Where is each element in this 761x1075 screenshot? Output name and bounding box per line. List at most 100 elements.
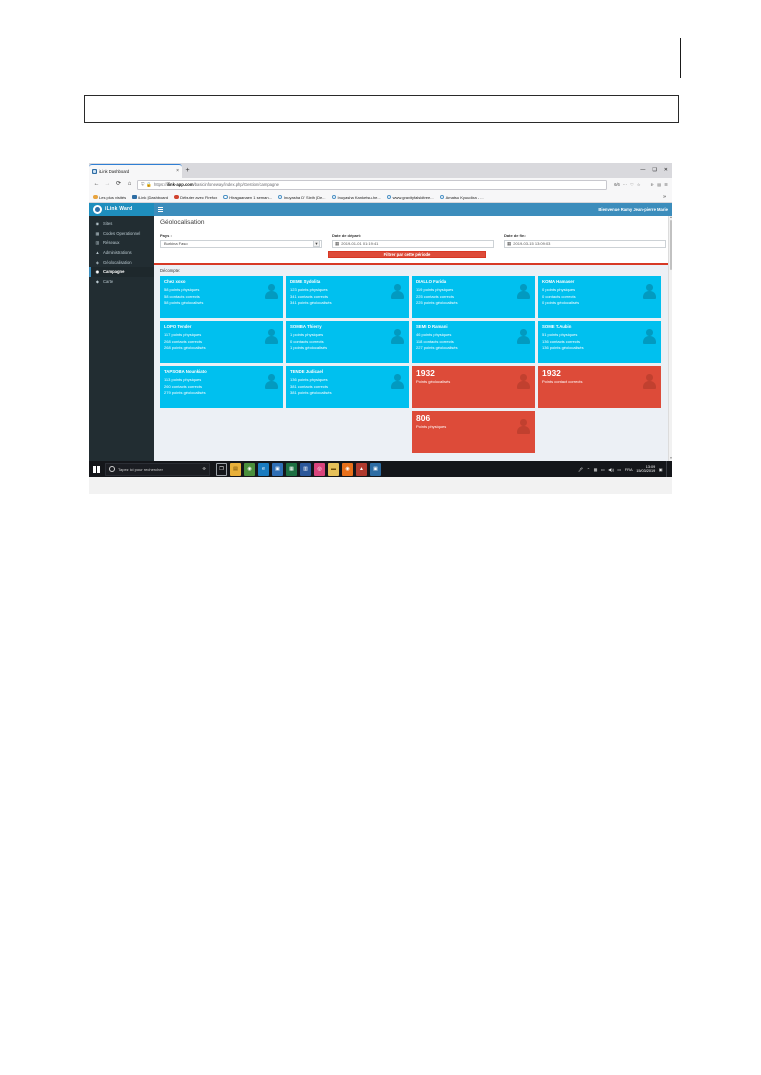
window-close-icon[interactable]: ✕ (663, 166, 668, 173)
chevron-down-icon[interactable]: ▼ (313, 240, 320, 247)
shield-icon[interactable]: ⛨ (141, 182, 145, 188)
winrar-icon[interactable]: ▲ (356, 462, 367, 476)
chrome-icon[interactable]: ◉ (244, 462, 255, 476)
firefox-icon[interactable]: ◉ (342, 462, 353, 476)
user-avatar-icon (391, 374, 404, 390)
sidebar-item-administrations[interactable]: ▲ Administrations (89, 248, 154, 258)
calendar-icon[interactable]: ▦ (507, 240, 512, 246)
scroll-up-icon[interactable]: ▲ (669, 215, 673, 220)
library-icon[interactable]: ⊪ (650, 182, 655, 188)
back-icon[interactable]: ← (93, 181, 100, 188)
hidden-icons-chevron-icon[interactable]: ⌃ (586, 466, 591, 472)
forward-icon[interactable]: → (104, 181, 111, 188)
language-indicator[interactable]: FRA (624, 466, 633, 472)
calendar-icon[interactable]: ▦ (335, 240, 340, 246)
stat-card[interactable]: Chez xoxo 58 points physiques 58 contact… (160, 276, 283, 319)
sidebar-item-codes-operationnel[interactable]: ▦ Codes Operationnel (89, 229, 154, 239)
card-line: 0 points physiques (542, 287, 576, 293)
total-card[interactable]: 1932 Points géolocalisés (412, 366, 535, 409)
vertical-scrollbar[interactable]: ▲ ▼ (668, 215, 673, 461)
stat-card[interactable]: SEMI D Ramani 46 points physiques 118 co… (412, 321, 535, 364)
start-button[interactable] (89, 461, 104, 477)
app-blue-icon[interactable]: ▣ (370, 462, 381, 476)
overflow-menu-icon[interactable]: ⋯ (622, 182, 628, 188)
pocket-icon[interactable]: ♡ (630, 182, 634, 188)
bookmark-item[interactable]: Inuyasha D' Sixth |De... (277, 195, 326, 200)
pays-select[interactable]: Burkina Faso ▼ (160, 239, 322, 248)
address-bar[interactable]: ⛨ 🔒 https://ilink-app.com/basicinfoneway… (137, 180, 608, 190)
stat-card[interactable]: DEME Sydolita 123 points physiques 341 c… (286, 276, 409, 319)
filter-group-date-debut: Date de départ: ▦ 2019-01-01 01:19:41 (332, 233, 494, 248)
card-line: 117 points physiques (164, 332, 202, 338)
task-view-icon[interactable]: ❐ (216, 462, 227, 476)
bookmark-item[interactable]: Les plus visités (93, 195, 126, 200)
card-line: 136 contacts corrects (542, 338, 581, 344)
network-icon[interactable]: ▦ (593, 466, 598, 472)
card-name: SOME T.Aubin (542, 324, 572, 330)
menu-toggle-icon[interactable] (158, 207, 163, 212)
stat-card[interactable]: SOMBA Thierry 1 points physiques 0 conta… (286, 321, 409, 364)
edge-icon[interactable]: e (258, 462, 269, 476)
microphone-icon[interactable]: ⌯ (202, 466, 206, 472)
browser-tab[interactable]: iLink Dashboard × (89, 164, 182, 178)
volume-icon[interactable]: ◀)) (608, 466, 614, 472)
scrollbar-thumb[interactable] (669, 220, 672, 270)
card-name: LOPO Tender (164, 324, 192, 330)
word-icon[interactable]: ▥ (300, 462, 311, 476)
show-desktop-button[interactable] (666, 461, 669, 477)
maximize-icon[interactable]: ❑ (652, 166, 657, 173)
sidebar-item-geolocalisation[interactable]: ◈ Géolocalisation (89, 257, 154, 267)
folder-icon[interactable]: ▬ (328, 462, 339, 476)
notifications-icon[interactable]: ▣ (658, 466, 663, 472)
minimize-icon[interactable]: — (640, 166, 646, 173)
bookmark-item[interactable]: Hiragaanaen 1 seman... (223, 195, 272, 200)
date-debut-value: 2019-01-01 01:19:41 (341, 241, 379, 247)
date-debut-input[interactable]: ▦ 2019-01-01 01:19:41 (332, 239, 494, 248)
card-line: 227 points géolocalisés (416, 345, 458, 351)
bookmark-item[interactable]: Amatsu Kyuudixa - ... (439, 195, 484, 200)
sidebar-item-campagne[interactable]: ◉ Campagne (89, 266, 154, 277)
filter-button-row: Filtrer par cette période (160, 250, 666, 259)
stat-card[interactable]: SOME T.Aubin 51 points physiques 136 con… (538, 321, 661, 364)
date-fin-input[interactable]: ▦ 2019-03-15 13:09:03 (504, 239, 666, 248)
card-line: 268 contacts corrects (164, 338, 203, 344)
user-welcome-label[interactable]: Bienvenue Ramy Jean-pierre Marie (598, 206, 668, 212)
sidebar-icon[interactable]: ▤ (657, 182, 662, 188)
stat-card[interactable]: TENDE Judicael 136 points physiques 381 … (286, 366, 409, 409)
battery-icon[interactable]: ▭ (600, 466, 605, 472)
bookmarks-overflow-icon[interactable]: » (662, 193, 666, 200)
new-tab-button[interactable]: + (185, 166, 190, 174)
reload-icon[interactable]: ⟳ (115, 181, 122, 188)
keyboard-icon[interactable]: ▭ (617, 466, 622, 472)
filter-period-button[interactable]: Filtrer par cette période (328, 250, 486, 259)
excel-icon[interactable]: ▦ (286, 462, 297, 476)
brand-header[interactable]: iLink Ward (89, 203, 154, 216)
stat-card[interactable]: KOMA Hamaser 0 points physiques 0 contac… (538, 276, 661, 319)
close-icon[interactable]: × (176, 168, 179, 174)
stat-card[interactable]: DIALLO Farida 119 points physiques 225 c… (412, 276, 535, 319)
clock[interactable]: 13:09 15/03/2019 (636, 465, 655, 474)
stat-card[interactable]: LOPO Tender 117 points physiques 268 con… (160, 321, 283, 364)
total-card[interactable]: 806 Points physiques (412, 411, 535, 454)
app-pink-icon[interactable]: ◎ (314, 462, 325, 476)
home-icon[interactable]: ⌂ (127, 181, 132, 188)
user-avatar-icon (643, 284, 656, 300)
sidebar-item-sites[interactable]: ◉ Sites (89, 219, 154, 229)
stat-card[interactable]: TAPSOBA Nounkiato 113 points physiques 2… (160, 366, 283, 409)
taskbar-search-input[interactable]: Tapez ici pour rechercher ⌯ (105, 462, 210, 476)
bookmark-star-icon[interactable]: ☆ (636, 182, 641, 188)
scroll-down-icon[interactable]: ▼ (669, 456, 673, 461)
bookmark-item[interactable]: iLink |Dashboard (132, 195, 168, 200)
sidebar-item-reseaux[interactable]: ▥ Réseaux (89, 238, 154, 248)
photos-icon[interactable]: ▣ (272, 462, 283, 476)
total-card[interactable]: 1932 Points contact corrects (538, 366, 661, 409)
file-explorer-icon[interactable]: ▤ (230, 462, 241, 476)
pen-icon[interactable]: 🖊 (578, 466, 584, 472)
sidebar-item-carte[interactable]: ◆ Carte (89, 277, 154, 287)
bookmark-item[interactable]: Débuter avec Firefox (174, 195, 217, 200)
bookmark-item[interactable]: Inuyasha Kanketsu-he... (331, 195, 381, 200)
bookmark-item[interactable]: www.gravityfalsldtree... (386, 195, 434, 200)
hamburger-menu-icon[interactable]: ☰ (664, 182, 668, 188)
lock-icon[interactable]: 🔒 (146, 182, 152, 188)
chart-icon: ▥ (95, 240, 100, 246)
